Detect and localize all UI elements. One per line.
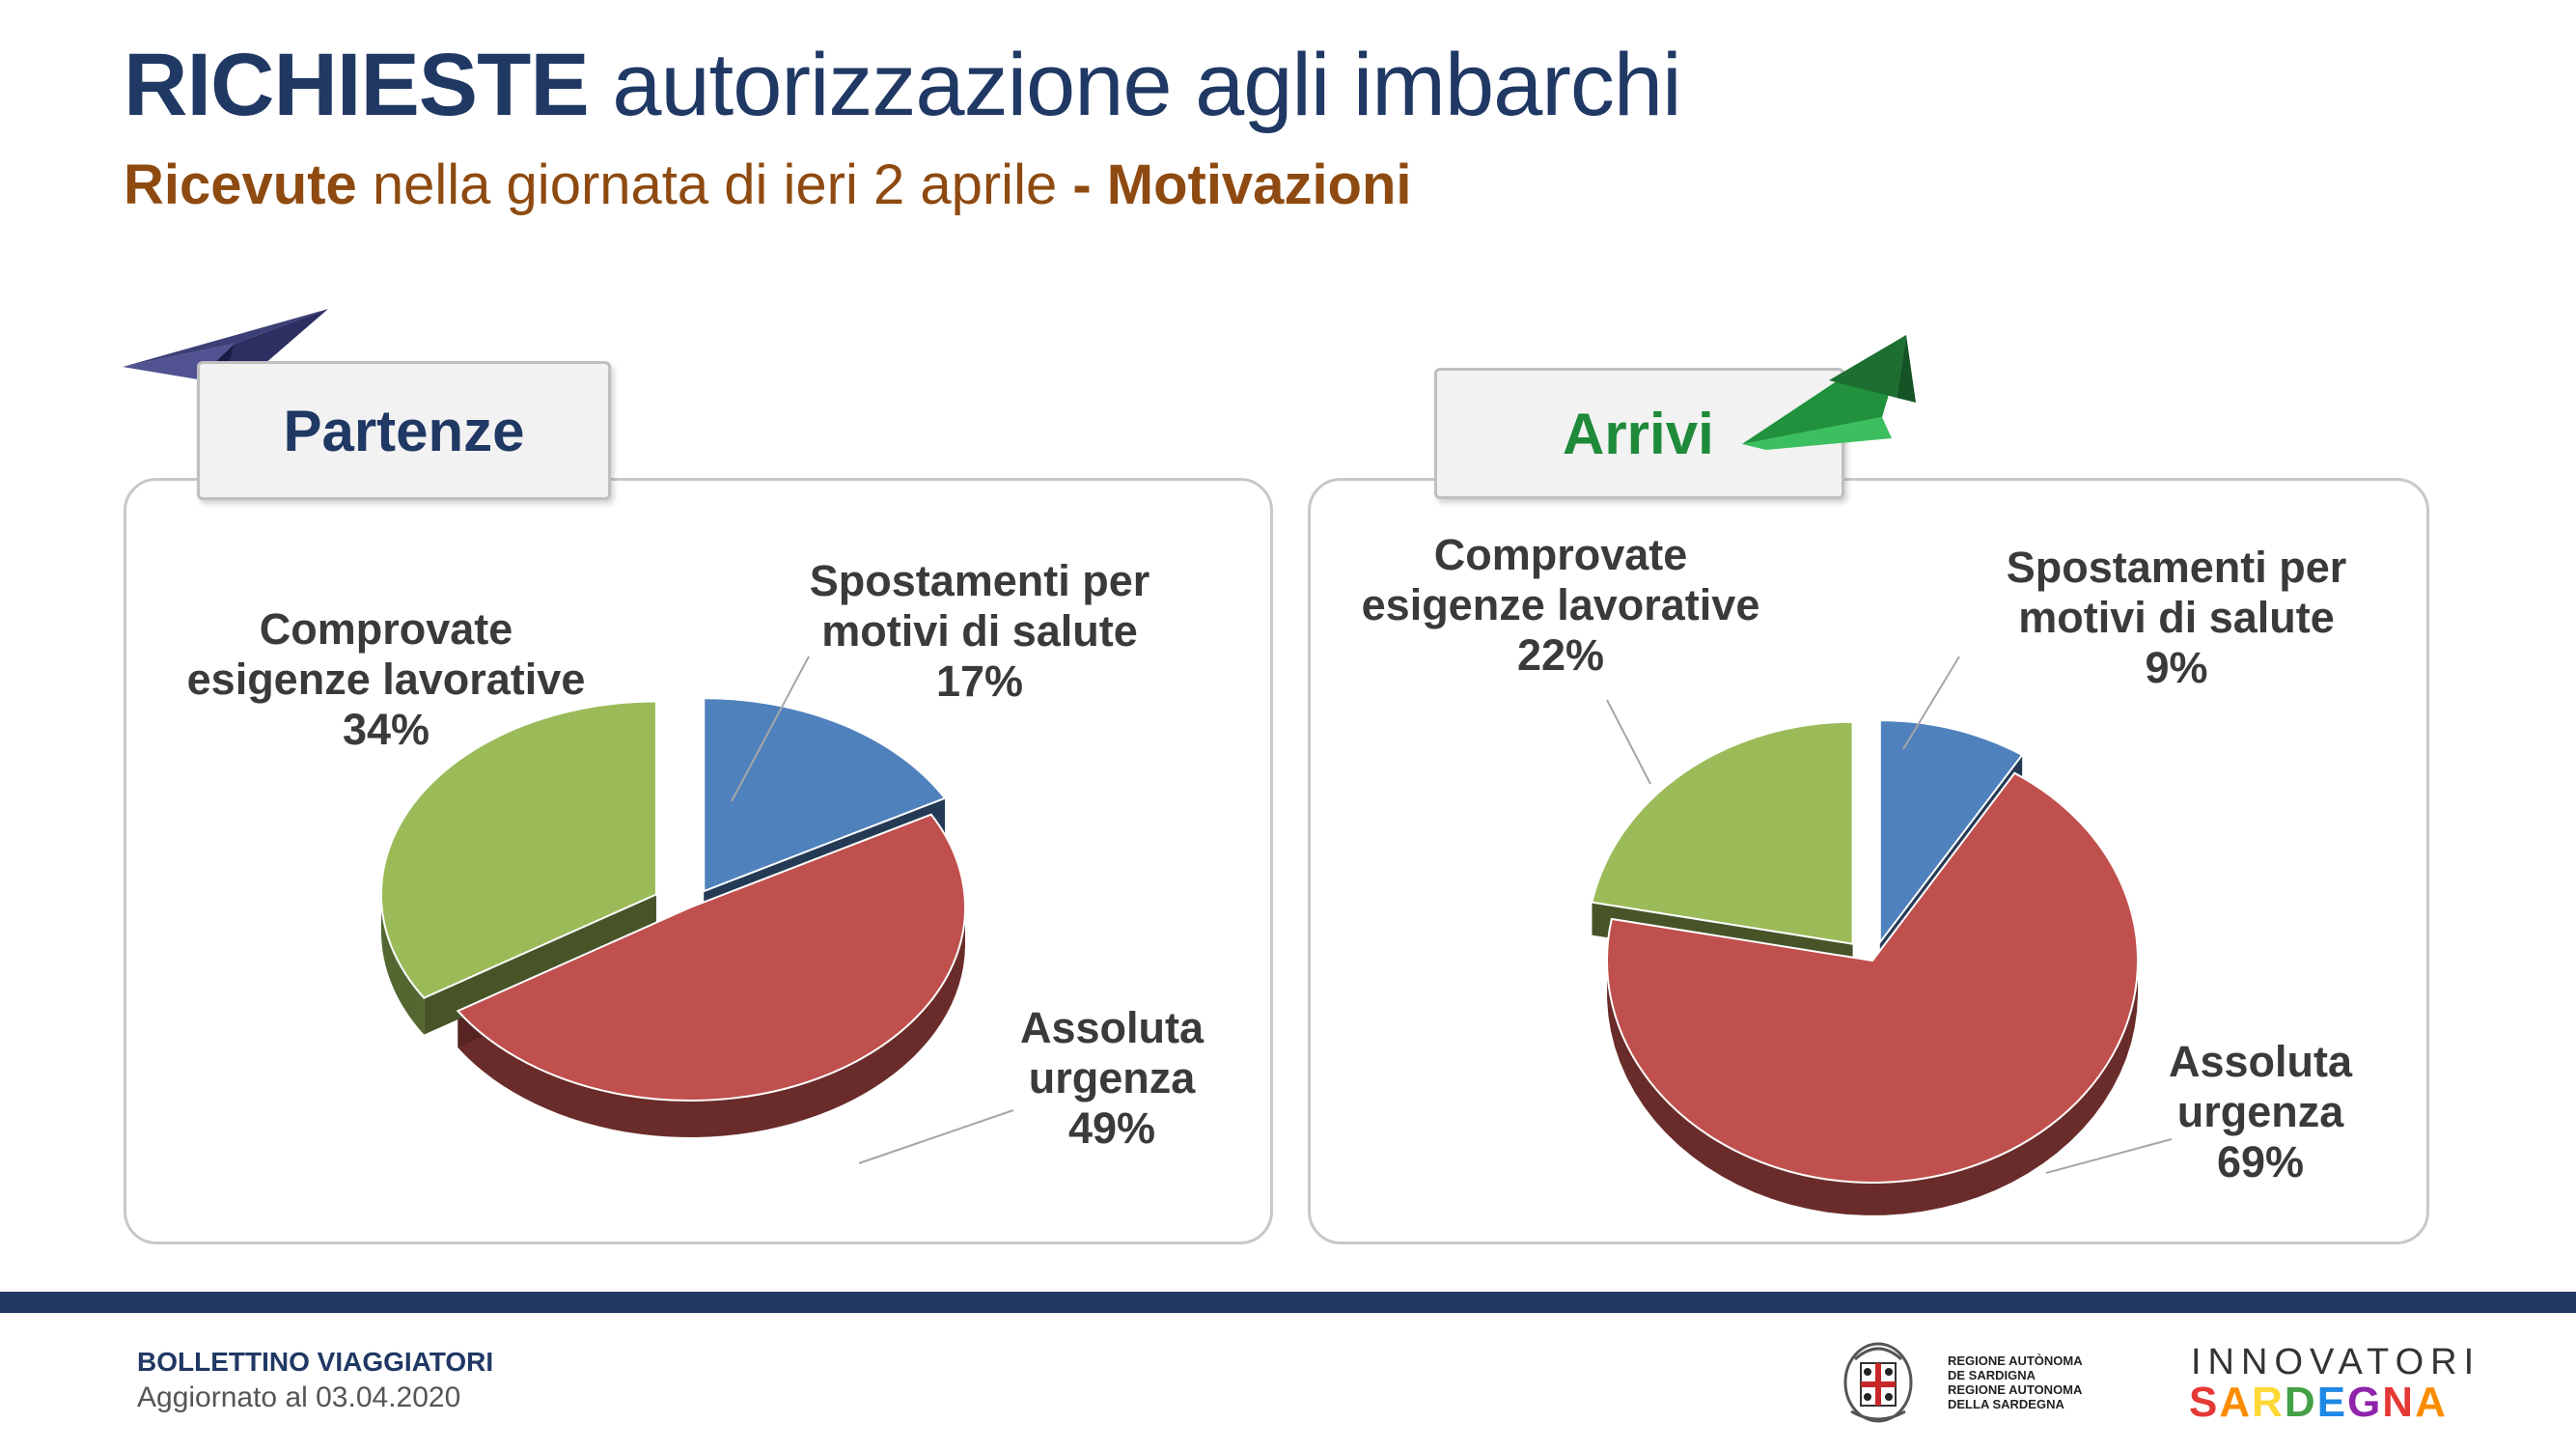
subtitle-date: nella giornata di ieri 2 aprile: [356, 153, 1073, 216]
bulletin-title: BOLLETTINO VIAGGIATORI: [137, 1347, 494, 1377]
pie-chart-arrivi: Spostamenti per motivi di salute 9% Assolut…: [1362, 530, 2353, 1215]
leader-line: [858, 1109, 1014, 1164]
slice-label: Spostamenti per motivi di salute 17%: [810, 556, 1150, 706]
slice-label: Comprovate esigenze lavorative 22%: [1362, 530, 1760, 680]
region-line-3: REGIONE AUTONOMA: [1948, 1382, 2083, 1397]
pie-slice: [703, 697, 947, 893]
updated-date: Aggiornato al 03.04.2020: [137, 1381, 461, 1413]
pie-slice: [379, 700, 657, 999]
sardegna-logo-word: SARDEGNA: [2189, 1379, 2448, 1427]
title-bold: RICHIESTE: [124, 36, 590, 134]
pie-chart-partenze: Spostamenti per motivi di salute 17% Assolu…: [187, 556, 1205, 1164]
pie-slice: [1591, 720, 1854, 945]
sardegna-letter: D: [2284, 1379, 2317, 1426]
tab-partenze[interactable]: Partenze: [197, 361, 611, 500]
pie-slice: [1606, 771, 2139, 1184]
footer-bar: [0, 1292, 2576, 1313]
sardegna-letter: R: [2252, 1379, 2285, 1426]
subtitle-bold-received: Ricevute: [124, 153, 357, 216]
sardegna-letter: A: [2219, 1379, 2253, 1426]
subtitle-bold-reasons: - Motivazioni: [1072, 153, 1412, 216]
page-subtitle: Ricevute nella giornata di ieri 2 aprile…: [124, 154, 1412, 216]
pie-slice: [1878, 719, 2024, 946]
sardegna-letter: G: [2347, 1379, 2383, 1426]
slice-label: Assoluta urgenza 69%: [2169, 1037, 2353, 1186]
sardegna-letter: N: [2382, 1379, 2416, 1426]
region-line-2: DE SARDIGNA: [1948, 1368, 2036, 1382]
leader-line: [1606, 699, 1651, 785]
title-rest: autorizzazione agli imbarchi: [588, 36, 1681, 134]
innovatori-logo-word: INNOVATORI: [2191, 1342, 2481, 1382]
sardegna-letter: S: [2189, 1379, 2220, 1426]
region-coat-of-arms-icon: [1843, 1342, 1913, 1423]
region-name: REGIONE AUTÒNOMA DE SARDIGNA REGIONE AUT…: [1948, 1353, 2083, 1411]
paper-plane-icon-arrivals: [1742, 335, 1916, 450]
region-line-4: DELLA SARDEGNA: [1948, 1397, 2064, 1411]
leader-line: [1902, 656, 1960, 750]
pie-slice-side: [457, 909, 965, 1137]
sardegna-letter: E: [2316, 1379, 2348, 1426]
leader-line: [2045, 1138, 2173, 1174]
slice-label: Spostamenti per motivi di salute 9%: [2007, 543, 2347, 692]
region-line-1: REGIONE AUTÒNOMA: [1948, 1353, 2083, 1368]
pie-slice: [456, 813, 966, 1102]
leader-line: [731, 656, 810, 802]
slice-label: Comprovate esigenze lavorative 34%: [187, 604, 586, 754]
sardegna-letter: A: [2415, 1379, 2448, 1426]
pie-slice-side: [380, 893, 425, 1035]
page-title: RICHIESTE autorizzazione agli imbarchi: [124, 36, 1682, 134]
slice-label: Assoluta urgenza 49%: [1020, 1003, 1205, 1153]
